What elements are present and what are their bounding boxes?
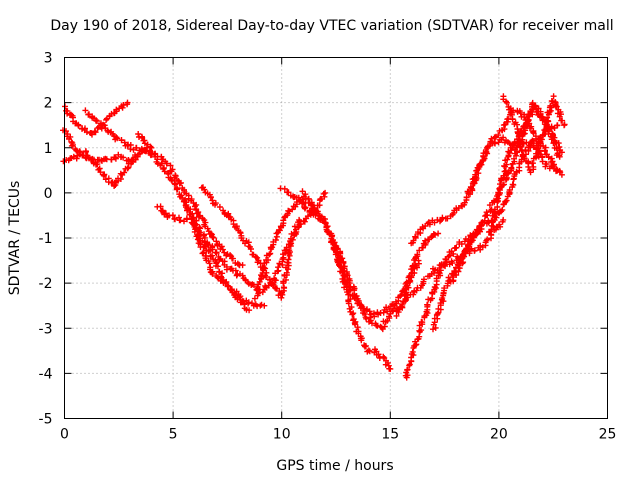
data-marker-trace [486,103,563,235]
series-track-10 [277,185,394,372]
x-tick-label: 20 [490,427,508,443]
y-tick-label: 2 [44,96,53,112]
y-tick-label: -2 [39,276,53,292]
y-tick-label: 0 [44,186,53,202]
chart-title: Day 190 of 2018, Sidereal Day-to-day VTE… [50,18,613,34]
y-tick-label: -3 [39,321,53,337]
series-track-20 [500,93,568,176]
x-tick-label: 0 [60,427,69,443]
x-tick-label: 15 [381,427,399,443]
grid [64,57,608,419]
data-points [60,93,568,381]
x-tick-label: 5 [169,427,178,443]
x-tick-label: 10 [273,427,291,443]
series-track-4 [82,107,246,269]
y-axis-label: SDTVAR / TECUs [7,181,23,296]
data-marker-trace [500,93,568,176]
series-track-3 [60,148,140,189]
data-marker-trace [277,185,394,372]
series-track-19 [486,103,563,235]
y-tick-label: 3 [44,51,53,67]
y-tick-label: -1 [39,231,53,247]
y-tick-label: 1 [44,141,53,157]
data-marker-trace [331,230,442,333]
axis-ticks: 0 5 10 15 20 25 -5 -4 -3 -2 -1 0 1 2 3 [39,51,617,443]
data-marker-trace [60,148,140,189]
plot-frame [64,57,608,419]
series-track-17 [447,137,565,285]
series-track-12 [331,230,442,333]
data-marker-trace [82,107,246,269]
data-marker-trace [447,137,565,285]
x-tick-label: 25 [599,427,617,443]
y-tick-label: -5 [39,412,53,428]
y-tick-label: -4 [39,366,53,382]
x-axis-label: GPS time / hours [276,458,393,474]
